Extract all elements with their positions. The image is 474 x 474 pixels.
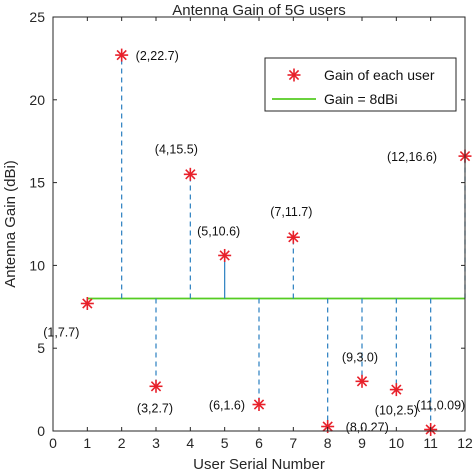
x-tick-label: 2 [118, 435, 126, 451]
data-point-annotation: (9,3.0) [342, 350, 378, 364]
data-point-annotation: (3,2.7) [137, 401, 173, 415]
data-point-marker [80, 296, 94, 310]
x-tick-label: 7 [289, 435, 297, 451]
data-point-marker [218, 248, 232, 262]
y-tick-label: 15 [29, 175, 45, 191]
data-point-marker [183, 167, 197, 181]
data-point-annotation: (12,16.6) [387, 150, 437, 164]
data-point-marker [355, 374, 369, 388]
y-tick-label: 5 [37, 340, 45, 356]
x-tick-label: 5 [221, 435, 229, 451]
x-tick-label: 10 [389, 435, 405, 451]
y-tick-label: 20 [29, 92, 45, 108]
data-point-annotation: (8,0.27) [346, 421, 389, 435]
legend-label-threshold: Gain = 8dBi [324, 91, 398, 107]
data-point-annotation: (6,1.6) [209, 399, 245, 413]
x-tick-label: 12 [457, 435, 473, 451]
markers-layer [80, 48, 472, 437]
data-point-annotation: (11,0.09) [416, 399, 465, 413]
legend: Gain of each user Gain = 8dBi [264, 57, 457, 112]
legend-box [264, 57, 457, 112]
x-tick-label: 0 [49, 435, 57, 451]
data-point-marker [286, 230, 300, 244]
legend-asterisk-icon [287, 68, 301, 82]
y-axis-label: Antenna Gain (dBi) [2, 160, 19, 288]
legend-label-gain-each-user: Gain of each user [324, 67, 435, 83]
data-point-annotation: (2,22.7) [136, 49, 179, 63]
x-tick-label: 4 [186, 435, 194, 451]
data-point-annotation: (1,7.7) [43, 325, 79, 339]
y-axis-ticks: 0 5 10 15 20 25 [29, 9, 465, 439]
y-tick-label: 0 [37, 423, 45, 439]
legend-marker [287, 68, 301, 82]
x-axis-label: User Serial Number [193, 456, 325, 473]
y-tick-label: 10 [29, 257, 45, 273]
data-point-marker [252, 398, 266, 412]
data-point-annotation: (7,11.7) [270, 205, 312, 219]
data-point-marker [389, 383, 403, 397]
y-tick-label: 25 [29, 9, 45, 25]
x-tick-label: 1 [83, 435, 91, 451]
x-axis-ticks: 0 1 2 3 4 5 6 7 8 9 10 11 12 [49, 17, 473, 451]
data-point-marker [115, 48, 129, 62]
chart-title: Antenna Gain of 5G users [172, 2, 345, 19]
x-tick-label: 3 [152, 435, 160, 451]
data-point-marker [149, 379, 163, 393]
x-tick-label: 8 [324, 435, 332, 451]
data-point-annotation: (4,15.5) [155, 142, 198, 156]
data-point-marker [321, 420, 335, 434]
data-point-annotation: (10,2.5) [375, 404, 418, 418]
x-tick-label: 9 [358, 435, 366, 451]
x-tick-label: 6 [255, 435, 263, 451]
x-tick-label: 11 [423, 435, 438, 451]
data-point-annotation: (5,10.6) [197, 224, 240, 238]
